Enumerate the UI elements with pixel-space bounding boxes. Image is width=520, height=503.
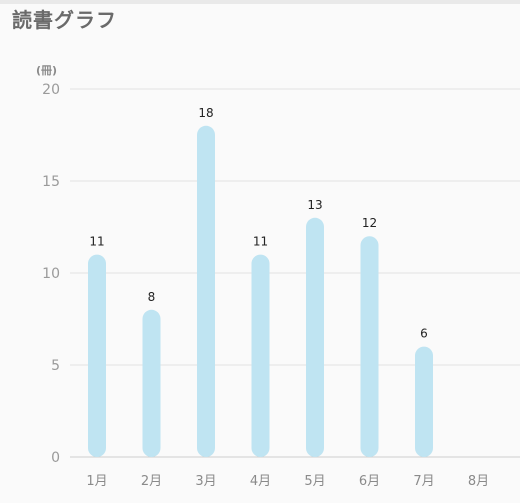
bar: [306, 217, 324, 457]
bar: [88, 254, 106, 457]
y-tick-label: 10: [42, 266, 60, 282]
bar: [360, 236, 379, 457]
bar: [415, 346, 433, 457]
x-tick-label: 5月: [304, 474, 325, 489]
data-label: 11: [89, 235, 104, 249]
bar: [142, 309, 161, 457]
x-tick-label: 2月: [141, 474, 162, 489]
bar: [251, 254, 270, 457]
data-label: 12: [362, 216, 377, 230]
x-tick-label: 6月: [359, 474, 380, 489]
data-label: 8: [148, 290, 156, 304]
x-tick-label: 7月: [413, 474, 434, 489]
x-tick-label: 8月: [468, 474, 489, 489]
x-tick-label: 4月: [250, 474, 271, 489]
page-title: 読書グラフ: [12, 8, 117, 32]
y-tick-label: 15: [42, 174, 60, 190]
y-axis-unit-label: (冊): [36, 64, 57, 77]
y-tick-label: 0: [51, 450, 60, 466]
y-tick-label: 20: [42, 82, 60, 98]
x-tick-label: 3月: [195, 474, 216, 489]
y-tick-label: 5: [51, 358, 60, 374]
data-label: 18: [198, 106, 213, 120]
top-divider: [0, 0, 520, 4]
bar: [197, 125, 215, 458]
data-label: 13: [307, 198, 322, 212]
x-tick-label: 1月: [86, 474, 107, 489]
data-label: 6: [420, 327, 428, 341]
data-label: 11: [253, 235, 268, 249]
